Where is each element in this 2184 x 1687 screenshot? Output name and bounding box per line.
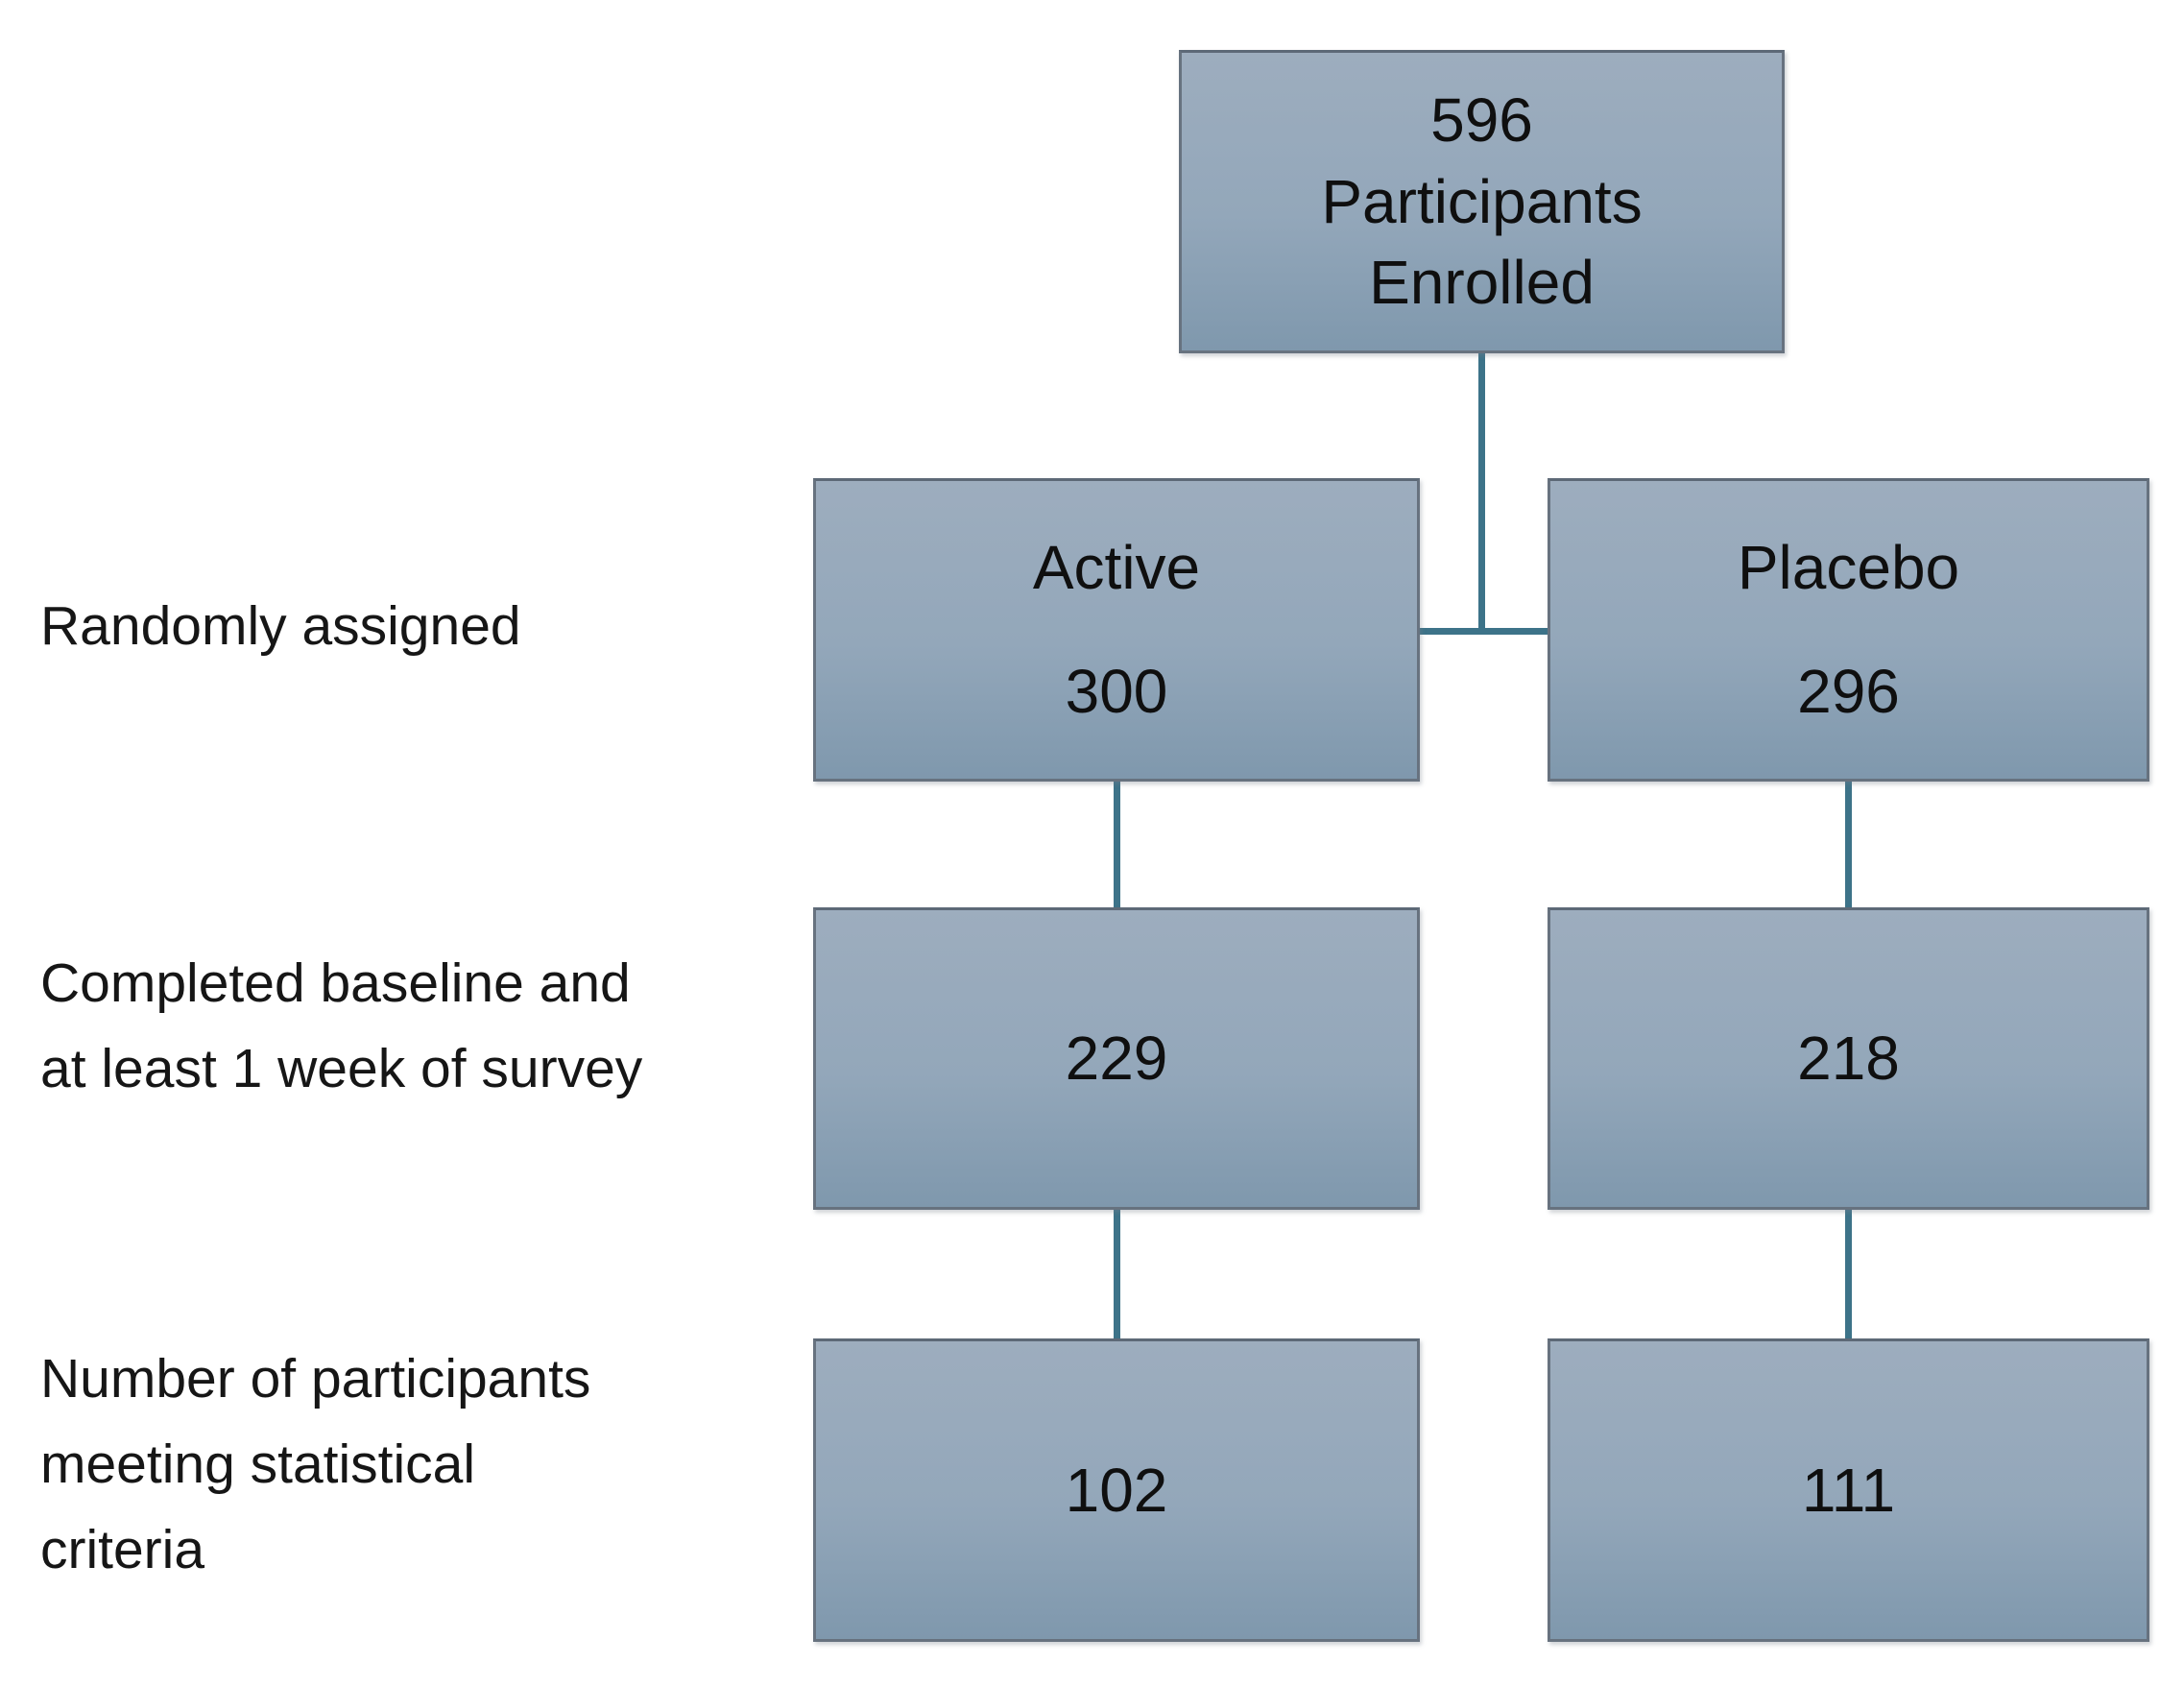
placebo-completed-count: 218	[1797, 1024, 1900, 1094]
row-label-completed: Completed baseline and at least 1 week o…	[40, 952, 643, 1099]
placebo-arm-title: Placebo	[1737, 533, 1960, 603]
row-label-criteria: Number of participants meeting statistic…	[40, 1348, 591, 1580]
placebo-arm-box: Placebo 296	[1548, 478, 2149, 782]
connector-placebo-row1-row2	[1845, 782, 1852, 907]
row-label-randomized: Randomly assigned	[40, 595, 521, 657]
placebo-randomized-count: 296	[1797, 657, 1900, 727]
placebo-criteria-count: 111	[1801, 1455, 1896, 1525]
enrolled-box-text: 596 Participants Enrolled	[1321, 85, 1643, 318]
active-randomized-count: 300	[1065, 657, 1168, 727]
active-arm-box: Active 300	[813, 478, 1420, 782]
connector-root-vertical	[1478, 353, 1485, 635]
connector-active-row2-row3	[1114, 1210, 1120, 1338]
active-completed-box: 229	[813, 907, 1420, 1210]
enrolled-box: 596 Participants Enrolled	[1179, 50, 1785, 353]
connector-root-horizontal	[1419, 628, 1548, 635]
connector-active-row1-row2	[1114, 782, 1120, 907]
active-criteria-box: 102	[813, 1338, 1420, 1642]
connector-placebo-row2-row3	[1845, 1210, 1852, 1338]
placebo-criteria-box: 111	[1548, 1338, 2149, 1642]
active-arm-title: Active	[1032, 533, 1201, 603]
active-completed-count: 229	[1065, 1024, 1168, 1094]
active-criteria-count: 102	[1065, 1455, 1168, 1525]
placebo-completed-box: 218	[1548, 907, 2149, 1210]
